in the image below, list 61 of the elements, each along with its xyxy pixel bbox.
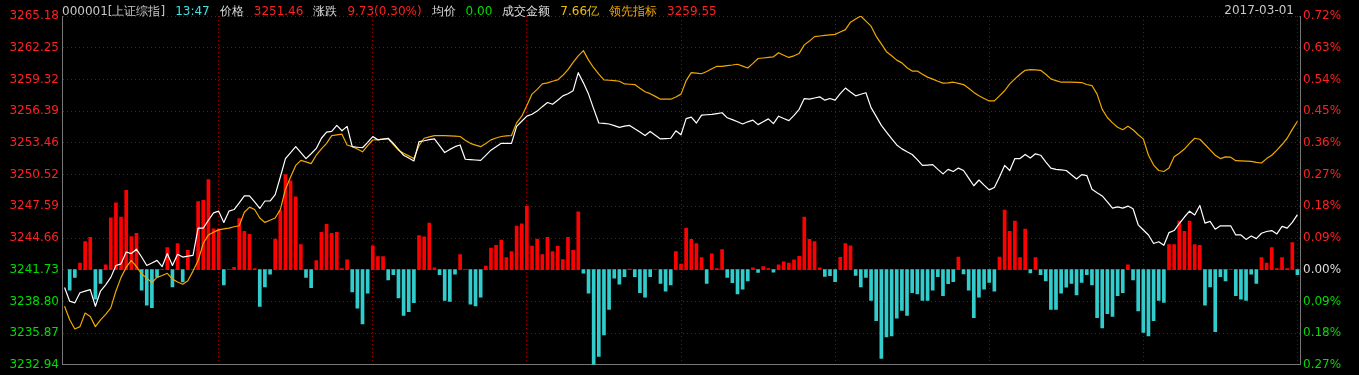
y-tick-label: 3250.52 bbox=[9, 166, 59, 181]
y2-tick-label: 0.27% bbox=[1303, 166, 1342, 181]
annotation: 均价 bbox=[431, 4, 456, 18]
bar bbox=[350, 269, 355, 293]
y2-tick-label: 0.27% bbox=[1303, 356, 1342, 371]
y-tick-label: 3265.18 bbox=[9, 8, 59, 23]
annotation: 2017-03-01 bbox=[1224, 3, 1294, 17]
text: 领先指标 bbox=[609, 4, 658, 18]
annotation: 涨跌 bbox=[313, 4, 338, 18]
bar bbox=[756, 269, 760, 273]
bar bbox=[668, 269, 673, 286]
bar bbox=[581, 269, 586, 274]
bar bbox=[1028, 269, 1033, 274]
bar bbox=[853, 269, 858, 276]
bar bbox=[437, 269, 442, 275]
bar bbox=[1038, 269, 1043, 275]
annotation: 0.00 bbox=[465, 4, 493, 18]
y2-tick-label: 0.72% bbox=[1303, 8, 1342, 23]
annotation: 成交金额 bbox=[502, 4, 551, 18]
bar bbox=[1126, 264, 1130, 270]
bar bbox=[761, 266, 766, 270]
y2-tick-label: 0.18% bbox=[1303, 198, 1342, 213]
y2-tick-label: 0.45% bbox=[1303, 103, 1342, 118]
bar bbox=[221, 269, 226, 286]
y-tick-label: 3238.80 bbox=[9, 293, 59, 308]
annotation: 3259.55 bbox=[667, 4, 717, 18]
y-tick-label: 3262.25 bbox=[9, 39, 59, 54]
y-tick-label: 3232.94 bbox=[9, 356, 59, 371]
y-tick-label: 3256.39 bbox=[9, 103, 59, 118]
annotation: 9.73(0.30%) bbox=[347, 4, 422, 18]
bar bbox=[386, 269, 391, 281]
bar bbox=[180, 269, 185, 283]
bar bbox=[391, 269, 396, 275]
bar bbox=[216, 228, 221, 270]
annotation: 3251.46 bbox=[253, 4, 304, 18]
y2-tick-label: 0.36% bbox=[1303, 134, 1342, 149]
bar bbox=[838, 257, 843, 270]
bar bbox=[1120, 269, 1125, 293]
y-tick-label: 3241.73 bbox=[9, 261, 59, 276]
y2-tick-label: 0.54% bbox=[1303, 71, 1342, 86]
annotation: 13:47 bbox=[175, 4, 210, 18]
chart-title: 000001[上证综指] bbox=[62, 4, 166, 18]
y-tick-label: 3253.46 bbox=[9, 134, 59, 149]
bar bbox=[704, 269, 709, 284]
y-tick-label: 3244.66 bbox=[9, 230, 59, 245]
y2-tick-label: 0.00% bbox=[1303, 261, 1342, 276]
y-tick-label: 3247.59 bbox=[9, 198, 59, 213]
y2-tick-label: 0.09% bbox=[1303, 293, 1342, 308]
text: 价格 bbox=[219, 4, 244, 18]
y-tick-label: 3235.87 bbox=[9, 325, 59, 340]
bar bbox=[776, 264, 781, 270]
y-tick-label: 3259.32 bbox=[9, 71, 59, 86]
bar bbox=[314, 260, 319, 270]
bar bbox=[1295, 269, 1300, 275]
bar bbox=[725, 269, 730, 278]
annotation: 7.66亿 bbox=[560, 4, 600, 18]
y2-tick-label: 0.18% bbox=[1303, 325, 1342, 340]
bar bbox=[103, 264, 108, 270]
y2-tick-label: 0.63% bbox=[1303, 39, 1342, 54]
bar bbox=[745, 269, 750, 282]
y2-tick-label: 0.09% bbox=[1303, 230, 1342, 245]
